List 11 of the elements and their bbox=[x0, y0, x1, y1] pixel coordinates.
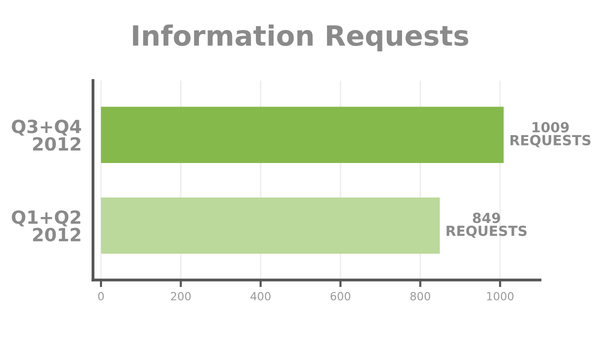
data-label: 1009 REQUESTS bbox=[510, 122, 590, 148]
y-tick-label: Q3+Q4 2012 bbox=[12, 120, 82, 151]
chart-title: Information Requests bbox=[133, 24, 468, 52]
x-tick-label: 1000 bbox=[487, 292, 514, 300]
x-tick-label: 600 bbox=[330, 292, 350, 300]
y-tick-label: Q1+Q2 2012 bbox=[12, 210, 80, 242]
x-tick-label: 400 bbox=[250, 292, 270, 300]
x-tick-label: 0 bbox=[98, 292, 104, 300]
data-label: 849 REQUESTS bbox=[446, 212, 527, 238]
x-tick-label: 800 bbox=[410, 292, 430, 300]
x-tick-label: 200 bbox=[171, 292, 191, 300]
